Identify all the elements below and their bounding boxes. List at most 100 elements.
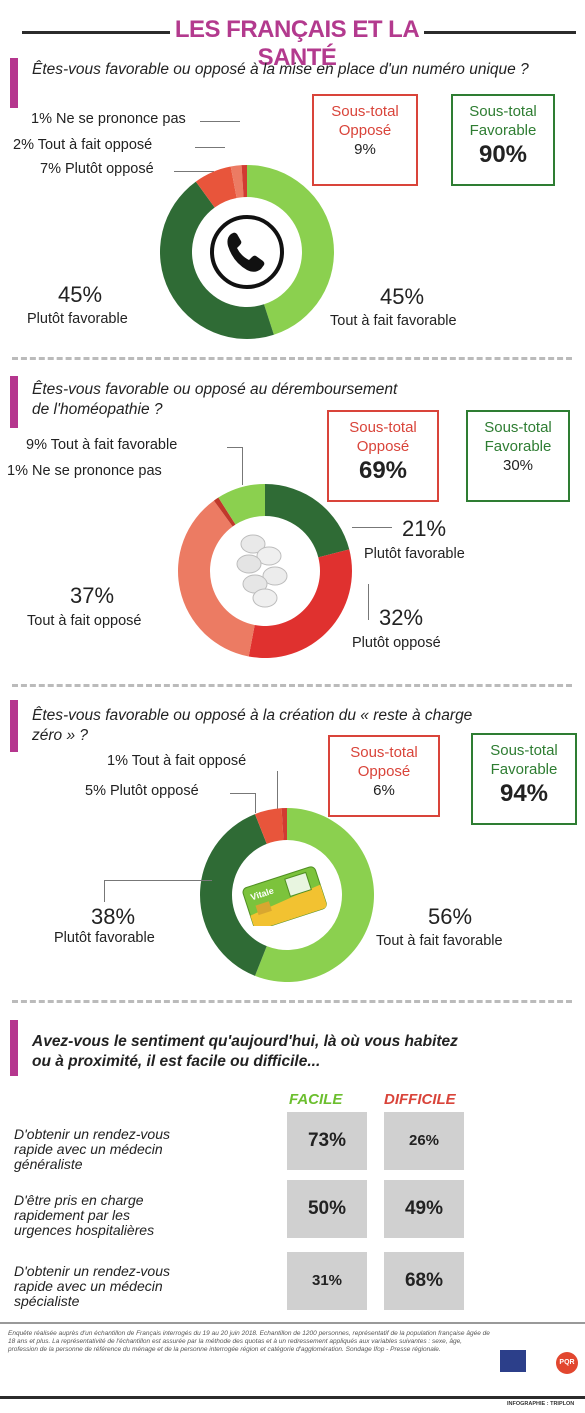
question-line: ou à proximité, il est facile ou diffici… — [32, 1053, 321, 1070]
cell-difficile: 49% — [384, 1180, 464, 1238]
label-plutot-oppose: Plutôt opposé — [352, 635, 441, 651]
subtotal-value: 90% — [478, 141, 528, 168]
slice-plutot-oppose — [254, 808, 284, 844]
question-line: Êtes-vous favorable ou opposé au dérembo… — [32, 381, 398, 398]
leader-line — [277, 771, 278, 813]
leader-line — [104, 880, 212, 881]
label-tout-a-fait-oppose: 1% Tout à fait opposé — [107, 753, 247, 769]
leader-line — [230, 793, 255, 794]
pct-tout-a-fait-favorable: 56% — [428, 904, 473, 929]
pct-tout-a-fait-favorable: 45% — [380, 284, 425, 309]
slice-tout-a-fait-favorable — [218, 484, 265, 525]
page-title-bar: LES FRANÇAIS ET LA SANTÉ — [0, 14, 585, 71]
subtotal-favorable-box: Sous-total Favorable 90% — [451, 94, 555, 186]
row-label-line: D'être pris en charge — [14, 1192, 144, 1208]
slice-tout-a-fait-oppose — [281, 808, 287, 841]
table-row-label: D'obtenir un rendez-vous rapide avec un … — [14, 1264, 264, 1309]
slice-tout-a-fait-favorable — [247, 165, 334, 335]
row-label-line: rapidement par les — [14, 1207, 130, 1223]
slice-plutot-oppose — [248, 549, 352, 658]
question-title: Êtes-vous favorable ou opposé à la mise … — [32, 61, 529, 78]
pills-icon — [236, 534, 288, 608]
question-line: de l'homéopathie ? — [32, 401, 163, 418]
label-ne-se-prononce-pas: 1% Ne se prononce pas — [31, 111, 186, 127]
leader-line — [174, 171, 214, 172]
telephone-icon — [210, 215, 284, 289]
row-label-line: urgences hospitalières — [14, 1222, 155, 1238]
section-divider — [12, 1000, 572, 1003]
label-plutot-favorable: Plutôt favorable — [364, 546, 465, 562]
leader-line — [104, 880, 105, 902]
subtotal-value: 30% — [502, 457, 534, 474]
cell-facile: 73% — [287, 1112, 367, 1170]
leader-line — [195, 147, 225, 148]
leader-line — [255, 793, 256, 813]
slice-tout-a-fait-favorable — [254, 808, 375, 982]
subtotal-value: 9% — [354, 141, 376, 158]
subtotal-favorable-box: Sous-total Favorable 30% — [466, 410, 570, 502]
subtotal-label: Sous-total — [484, 419, 552, 436]
subtotal-label: Opposé — [356, 438, 410, 455]
label-tout-a-fait-oppose: Tout à fait opposé — [27, 613, 142, 629]
title-rule-right — [424, 31, 576, 34]
cell-facile: 50% — [287, 1180, 367, 1238]
subtotal-label: Sous-total — [331, 103, 399, 120]
subtotal-label: Favorable — [490, 761, 558, 778]
slice-ne-se-prononce-pas — [241, 165, 247, 198]
column-header-difficile: DIFFICILE — [384, 1091, 456, 1108]
section-marker — [10, 58, 18, 108]
leader-line — [200, 121, 240, 122]
pqr-logo: PQR — [556, 1352, 578, 1374]
slice-plutot-oppose — [195, 166, 237, 208]
question-title: Êtes-vous favorable ou opposé à la créat… — [32, 706, 580, 746]
infographic-credit: INFOGRAPHIE : TRIPLON — [507, 1401, 575, 1407]
cell-difficile: 26% — [384, 1112, 464, 1170]
question-line: zéro » ? — [32, 727, 89, 744]
subtotal-label: Sous-total — [490, 742, 558, 759]
question-title: Avez-vous le sentiment qu'aujourd'hui, l… — [32, 1032, 532, 1072]
subtotal-value: 69% — [358, 457, 408, 484]
donut-chart-numero-unique — [160, 165, 334, 339]
table-row-label: D'obtenir un rendez-vous rapide avec un … — [14, 1127, 264, 1172]
subtotal-oppose-box: Sous-total Opposé 69% — [327, 410, 439, 502]
question-line: Avez-vous le sentiment qu'aujourd'hui, l… — [32, 1033, 458, 1050]
row-label-line: D'obtenir un rendez-vous — [14, 1126, 170, 1142]
label-tout-a-fait-oppose: 2% Tout à fait opposé — [13, 137, 153, 153]
subtotal-label: Favorable — [469, 122, 537, 139]
section-marker — [10, 376, 18, 428]
label-plutot-oppose: 7% Plutôt opposé — [40, 161, 154, 177]
subtotal-label: Favorable — [484, 438, 552, 455]
pct-plutot-oppose: 32% — [379, 605, 424, 630]
question-line: Êtes-vous favorable ou opposé à la créat… — [32, 707, 473, 724]
subtotal-oppose-box: Sous-total Opposé 6% — [328, 735, 440, 817]
row-label-line: spécialiste — [14, 1293, 80, 1309]
slice-tout-a-fait-oppose — [178, 500, 255, 657]
pct-plutot-favorable: 21% — [402, 516, 447, 541]
slice-plutot-favorable — [200, 814, 267, 976]
subtotal-label: Sous-total — [350, 744, 418, 761]
label-plutot-favorable: Plutôt favorable — [54, 930, 155, 946]
page-title: LES FRANÇAIS ET LA SANTÉ — [174, 16, 420, 71]
leader-line — [227, 447, 242, 448]
leader-line — [242, 447, 243, 485]
slice-plutot-favorable — [265, 484, 350, 558]
health-card-icon: Vitale — [242, 866, 327, 926]
label-plutot-oppose: 5% Plutôt opposé — [85, 783, 199, 799]
subtotal-label: Opposé — [338, 122, 392, 139]
donut-chart-reste-a-charge — [200, 808, 375, 982]
survey-footnote: Enquête réalisée auprès d'un échantillon… — [8, 1330, 490, 1353]
section-marker — [10, 1020, 18, 1076]
slice-tout-a-fait-oppose — [230, 165, 244, 198]
slice-ne-se-prononce-pas — [213, 497, 236, 527]
cell-facile: 31% — [287, 1252, 367, 1310]
row-label-line: D'obtenir un rendez-vous — [14, 1263, 170, 1279]
label-tout-a-fait-favorable: Tout à fait favorable — [376, 933, 503, 949]
question-title: Êtes-vous favorable ou opposé au dérembo… — [32, 380, 512, 420]
title-rule-left — [22, 31, 170, 34]
section-divider — [12, 357, 572, 360]
label-tout-a-fait-favorable: Tout à fait favorable — [330, 313, 457, 329]
cell-difficile: 68% — [384, 1252, 464, 1310]
row-label-line: généraliste — [14, 1156, 83, 1172]
label-plutot-favorable: Plutôt favorable — [27, 311, 128, 327]
row-label-line: rapide avec un médecin — [14, 1278, 163, 1294]
